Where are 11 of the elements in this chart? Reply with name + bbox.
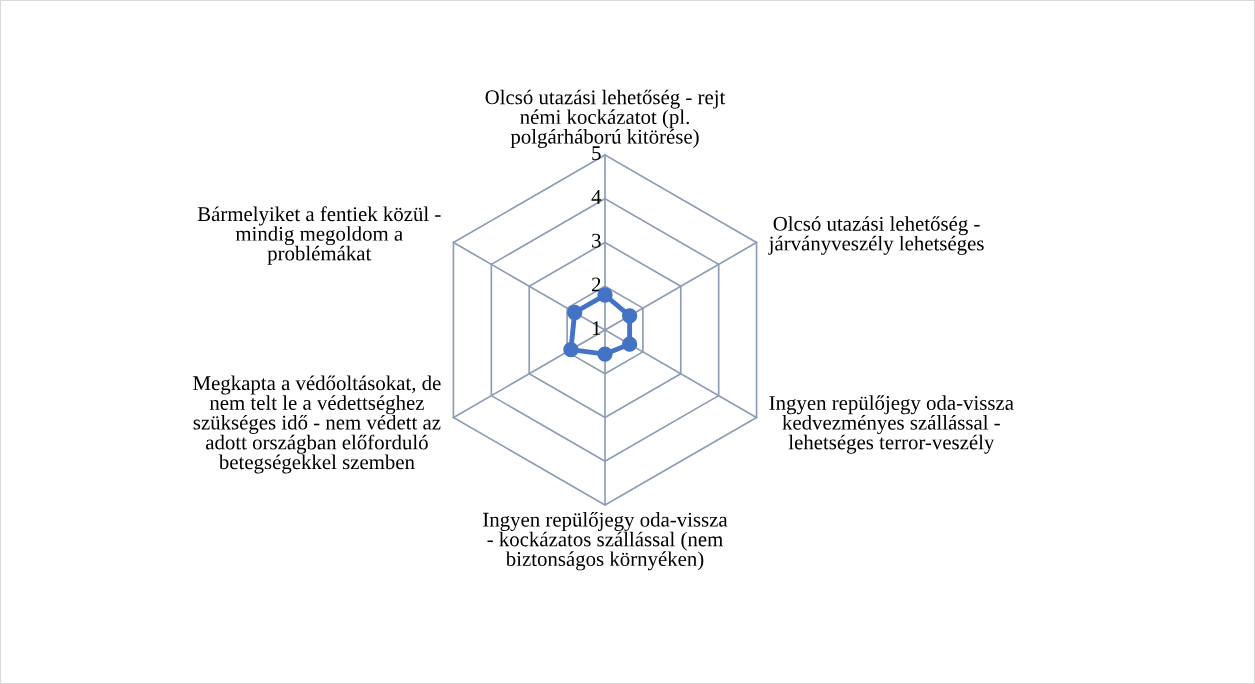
- spoke-label: Olcsó utazási lehetőség - járványveszély lehetséges: [768, 216, 984, 255]
- spoke-label: Olcsó utazási lehetőség - rejt némi kockázatot (pl. polgárháború kitörése): [485, 89, 726, 148]
- spoke-label: Megkapta a védőoltásokat, de nem telt le a védettséghez szükséges idő - nem védett az adott országban előforduló betegségekkel szemben: [193, 375, 441, 474]
- y-tick-label: 1: [592, 321, 601, 336]
- spoke-label: Ingyen repülőjegy oda-vissza kedvezményes szállással - lehetséges terror-veszély: [769, 395, 1014, 454]
- spoke-label: Bármelyiket a fentiek közül - mindig megoldom a problémákat: [197, 206, 441, 265]
- y-tick-label: 2: [592, 277, 601, 292]
- spoke-label: Ingyen repülőjegy oda-vissza - kockázatos szállással (nem biztonságos környéken): [483, 512, 728, 571]
- y-tick-label: 5: [592, 146, 601, 161]
- y-tick-label: 3: [592, 233, 601, 248]
- y-tick-label: 4: [591, 190, 602, 204]
